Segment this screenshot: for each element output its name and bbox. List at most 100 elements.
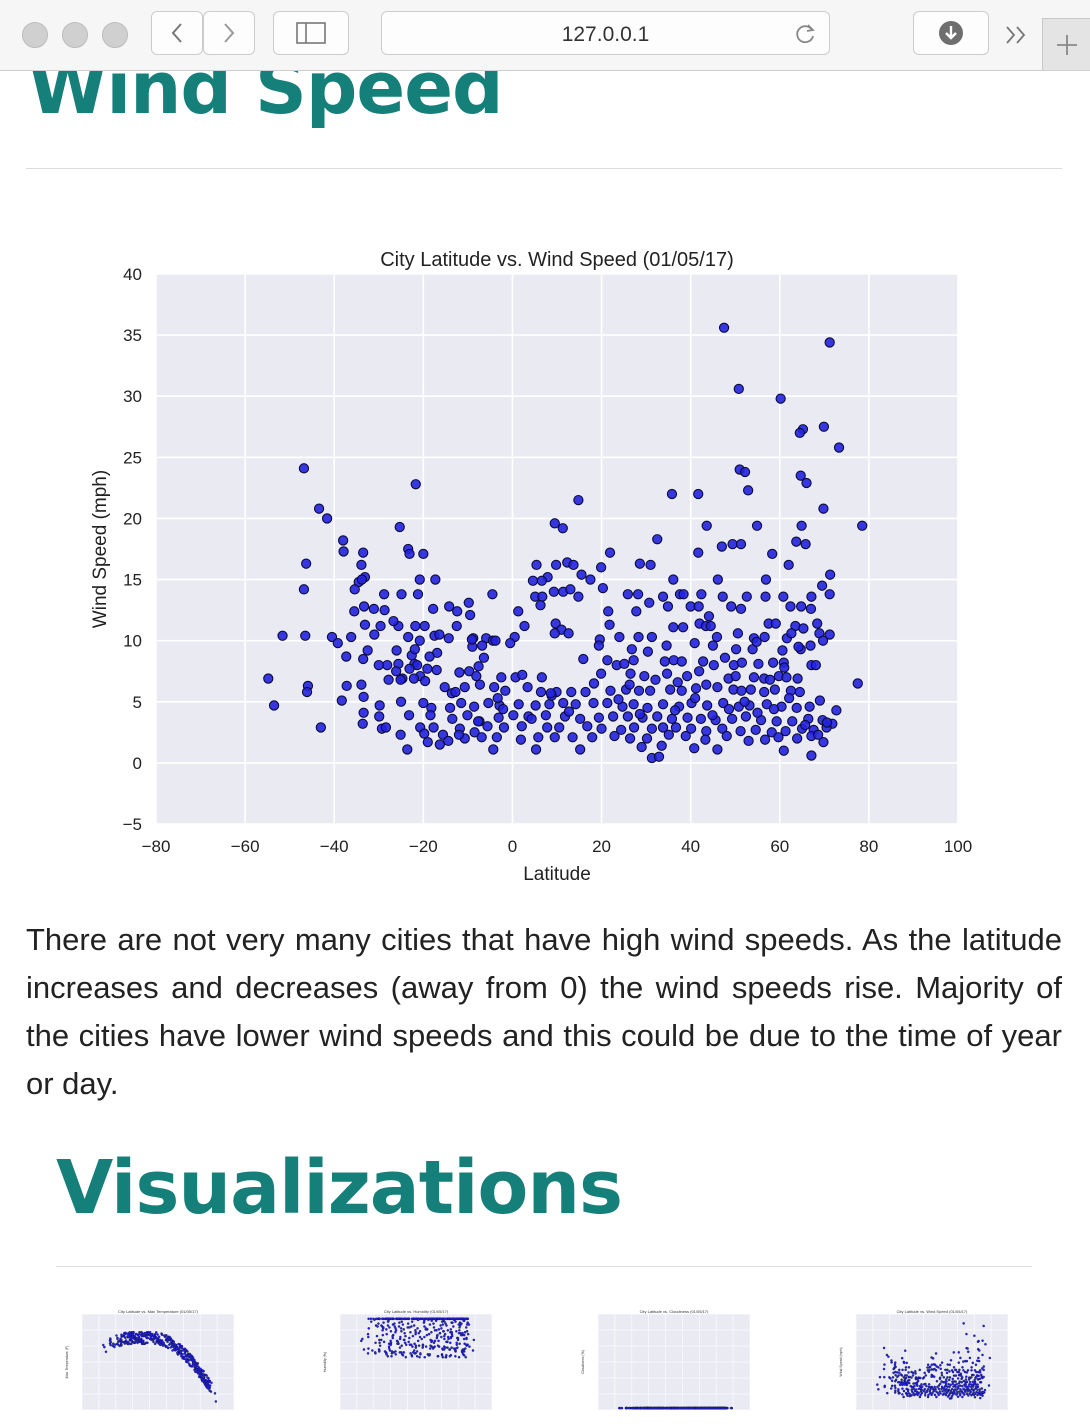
thumbnail-data-point bbox=[978, 1377, 982, 1381]
thumbnail-data-point bbox=[208, 1384, 212, 1387]
data-point bbox=[636, 741, 647, 753]
data-point bbox=[685, 723, 697, 734]
thumbnail-data-point bbox=[641, 1406, 645, 1410]
thumbnail-max-temperature[interactable]: City Latitude vs. Max Temperature (01/05… bbox=[60, 1306, 240, 1426]
thumbnail-data-point bbox=[898, 1371, 901, 1374]
data-point bbox=[781, 672, 792, 683]
thumbnail-data-point bbox=[437, 1328, 441, 1331]
thumbnail-data-point bbox=[939, 1363, 942, 1367]
thumbnail-data-point bbox=[413, 1317, 417, 1321]
thumbnail-data-point bbox=[940, 1387, 943, 1391]
thumbnail-data-point bbox=[906, 1379, 910, 1383]
x-axis-label: Latitude bbox=[523, 864, 591, 885]
thumbnail-data-point bbox=[130, 1332, 134, 1336]
data-point bbox=[695, 713, 707, 725]
data-point bbox=[439, 681, 450, 693]
thumbnail-data-point bbox=[199, 1374, 203, 1377]
thumbnail-data-point bbox=[882, 1346, 886, 1350]
data-point bbox=[298, 584, 310, 595]
data-point bbox=[301, 686, 313, 698]
thumbnail-data-point bbox=[729, 1406, 733, 1410]
data-point bbox=[657, 722, 669, 733]
thumbnail-data-point bbox=[947, 1382, 950, 1386]
data-point bbox=[796, 601, 807, 612]
thumbnail-humidity[interactable]: City Latitude vs. Humidity (01/05/17) Hum… bbox=[318, 1306, 498, 1426]
thumbnail-data-point bbox=[437, 1345, 441, 1348]
data-point bbox=[375, 620, 386, 632]
thumbnail-data-point bbox=[399, 1317, 403, 1321]
data-point bbox=[471, 670, 482, 682]
thumbnail-data-point bbox=[973, 1381, 977, 1384]
data-point bbox=[768, 703, 780, 715]
forward-button[interactable] bbox=[203, 11, 255, 55]
address-bar[interactable]: 127.0.0.1 bbox=[381, 11, 830, 55]
thumbnail-data-point bbox=[455, 1317, 459, 1321]
thumbnail-data-point bbox=[145, 1331, 148, 1335]
thumbnail-data-point bbox=[139, 1340, 142, 1344]
thumbnail-data-point bbox=[188, 1352, 192, 1356]
sidebar-toggle-button[interactable] bbox=[273, 11, 349, 55]
data-point bbox=[764, 674, 776, 685]
thumbnail-data-point bbox=[444, 1322, 447, 1325]
thumbnail-data-point bbox=[974, 1363, 978, 1367]
thumbnail-data-point bbox=[396, 1342, 399, 1346]
data-point bbox=[804, 701, 815, 712]
data-point bbox=[622, 711, 633, 722]
thumbnail-data-point bbox=[710, 1406, 714, 1410]
close-window-icon[interactable] bbox=[22, 22, 48, 48]
thumbnail-data-point bbox=[970, 1385, 973, 1389]
data-point bbox=[602, 697, 613, 709]
x-tick-label: 60 bbox=[770, 837, 789, 856]
data-point bbox=[824, 337, 835, 348]
thumbnail-y-label: Wind Speed (mph) bbox=[839, 1347, 843, 1376]
thumbnail-data-point bbox=[959, 1356, 962, 1360]
data-point bbox=[530, 744, 542, 755]
thumbnail-data-point bbox=[954, 1374, 958, 1377]
data-point bbox=[533, 732, 544, 743]
zoom-window-icon[interactable] bbox=[102, 22, 128, 48]
thumbnail-data-point bbox=[686, 1406, 690, 1410]
thumbnail-wind-speed[interactable]: City Latitude vs. Wind Speed (01/05/17) W… bbox=[834, 1306, 1014, 1426]
thumbnail-data-point bbox=[181, 1352, 184, 1356]
thumbnail-data-point bbox=[951, 1377, 955, 1381]
thumbnail-data-point bbox=[973, 1334, 976, 1338]
data-point bbox=[769, 684, 781, 695]
thumbnail-data-point bbox=[116, 1337, 119, 1341]
back-button[interactable] bbox=[151, 11, 203, 55]
thumbnail-data-point bbox=[948, 1363, 951, 1367]
thumbnail-data-point bbox=[366, 1352, 370, 1355]
thumbnail-data-point bbox=[428, 1323, 432, 1326]
thumbnail-data-point bbox=[953, 1388, 956, 1392]
thumbnail-data-point bbox=[971, 1361, 975, 1365]
data-point bbox=[748, 672, 760, 683]
thumbnail-data-point bbox=[907, 1391, 910, 1395]
data-point bbox=[554, 722, 565, 733]
data-point bbox=[726, 601, 737, 612]
data-point bbox=[513, 699, 524, 710]
thumbnail-title: City Latitude vs. Max Temperature (01/05… bbox=[118, 1309, 199, 1314]
thumbnail-data-point bbox=[940, 1373, 944, 1377]
overflow-chevron-icon[interactable] bbox=[1004, 24, 1032, 46]
new-tab-button[interactable] bbox=[1042, 18, 1090, 70]
thumbnail-data-point bbox=[404, 1343, 408, 1346]
thumbnail-data-point bbox=[912, 1393, 915, 1396]
thumbnail-data-point bbox=[902, 1361, 906, 1365]
data-point bbox=[653, 751, 665, 762]
data-point bbox=[346, 631, 357, 643]
thumbnail-data-point bbox=[981, 1391, 985, 1394]
downloads-button[interactable] bbox=[913, 11, 989, 55]
thumbnail-data-point bbox=[454, 1349, 457, 1352]
reload-icon[interactable] bbox=[793, 22, 817, 46]
thumbnail-data-point bbox=[394, 1353, 397, 1356]
data-point bbox=[531, 559, 542, 571]
thumbnail-data-point bbox=[918, 1368, 922, 1372]
thumbnail-data-point bbox=[907, 1366, 911, 1369]
thumbnail-data-point bbox=[982, 1324, 985, 1328]
thumbnail-data-point bbox=[109, 1337, 112, 1340]
data-point bbox=[735, 725, 746, 737]
data-point bbox=[795, 470, 806, 481]
thumbnail-cloudiness[interactable]: City Latitude vs. Cloudiness (01/05/17) C… bbox=[576, 1306, 756, 1426]
thumbnail-data-point bbox=[924, 1382, 927, 1386]
data-point bbox=[703, 611, 715, 622]
minimize-window-icon[interactable] bbox=[62, 22, 88, 48]
